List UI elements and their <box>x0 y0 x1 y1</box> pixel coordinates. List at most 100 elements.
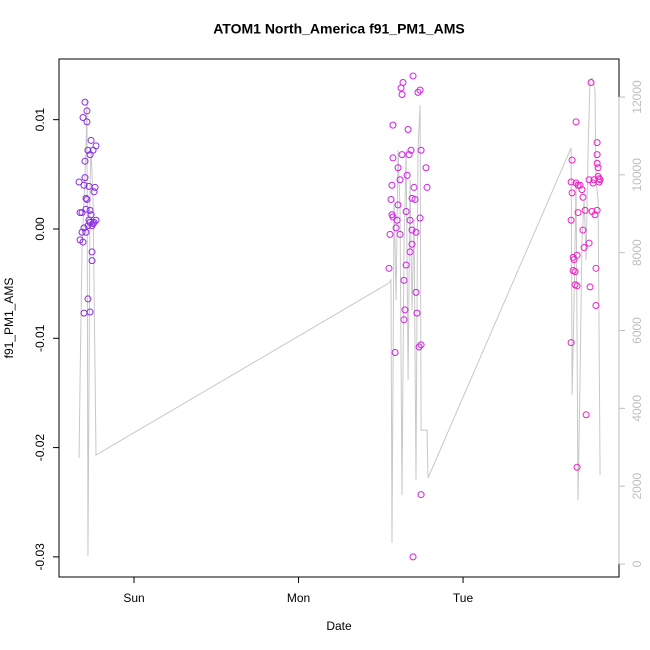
point <box>402 207 410 215</box>
y2-tick-label: 6000 <box>630 317 644 344</box>
point <box>414 88 422 96</box>
point <box>391 348 399 356</box>
point <box>593 206 601 214</box>
point <box>398 151 406 159</box>
point <box>388 181 396 189</box>
point <box>417 341 425 349</box>
point <box>401 306 409 314</box>
point <box>84 146 92 154</box>
point <box>417 491 425 499</box>
point <box>405 151 413 159</box>
y-axis-label: f91_PM1_AMS <box>2 278 16 359</box>
point <box>411 195 419 203</box>
point <box>416 214 424 222</box>
point <box>582 411 590 419</box>
point <box>591 211 599 219</box>
y-tick-label: -0.02 <box>33 434 47 462</box>
point <box>593 151 601 159</box>
point <box>572 179 580 187</box>
point <box>567 216 575 224</box>
chart-title: ATOM1 North_America f91_PM1_AMS <box>213 21 465 37</box>
plot-frame <box>58 58 620 578</box>
point <box>581 206 589 214</box>
y-tick-label: 0.00 <box>33 217 47 241</box>
y2-tick-label: 12000 <box>630 80 644 114</box>
point <box>82 205 90 213</box>
point <box>90 188 98 196</box>
point <box>81 174 89 182</box>
point <box>580 244 588 252</box>
point <box>576 181 584 189</box>
line <box>78 76 601 557</box>
point <box>402 261 410 269</box>
point <box>409 553 417 561</box>
point <box>568 189 576 197</box>
point <box>82 228 90 236</box>
y2-tick-label: 2000 <box>630 472 644 499</box>
point <box>422 164 430 172</box>
y2-tick-label: 8000 <box>630 239 644 266</box>
point <box>389 154 397 162</box>
point <box>398 91 406 99</box>
point <box>389 213 397 221</box>
point <box>396 176 404 184</box>
point <box>412 228 420 236</box>
point <box>82 194 90 202</box>
point <box>594 164 602 172</box>
point <box>85 182 93 190</box>
point <box>81 98 89 106</box>
point <box>79 113 87 121</box>
point <box>392 224 400 232</box>
point <box>80 224 88 232</box>
point <box>408 226 416 234</box>
point <box>87 211 95 219</box>
point <box>406 216 414 224</box>
point <box>393 216 401 224</box>
point <box>415 343 423 351</box>
point <box>573 282 581 290</box>
point <box>81 157 89 165</box>
point <box>573 251 581 259</box>
point <box>574 209 582 217</box>
point <box>568 156 576 164</box>
point <box>412 288 420 296</box>
point <box>90 218 98 226</box>
point <box>408 240 416 248</box>
point <box>572 118 580 126</box>
point <box>573 463 581 471</box>
point <box>574 181 582 189</box>
y-tick-label: -0.01 <box>33 324 47 352</box>
point <box>413 309 421 317</box>
point <box>399 79 407 87</box>
point <box>579 226 587 234</box>
point <box>403 171 411 179</box>
point <box>88 257 96 265</box>
point <box>75 178 83 186</box>
point <box>578 186 586 194</box>
point <box>387 195 395 203</box>
point <box>592 301 600 309</box>
point <box>567 339 575 347</box>
point <box>571 268 579 276</box>
point <box>409 72 417 80</box>
point <box>404 126 412 134</box>
point <box>83 118 91 126</box>
point <box>88 248 96 256</box>
y-tick-label: 0.01 <box>33 108 47 132</box>
point <box>78 228 86 236</box>
point <box>408 194 416 202</box>
point <box>76 209 84 217</box>
point <box>389 121 397 129</box>
point <box>79 238 87 246</box>
point <box>92 142 100 150</box>
point <box>80 309 88 317</box>
point <box>410 183 418 191</box>
point <box>593 139 601 147</box>
y-tick-label: -0.03 <box>33 543 47 571</box>
y2-tick-label: 10000 <box>630 158 644 192</box>
x-axis-label: Date <box>326 619 352 633</box>
point <box>89 220 97 228</box>
point <box>416 86 424 94</box>
point <box>400 276 408 284</box>
